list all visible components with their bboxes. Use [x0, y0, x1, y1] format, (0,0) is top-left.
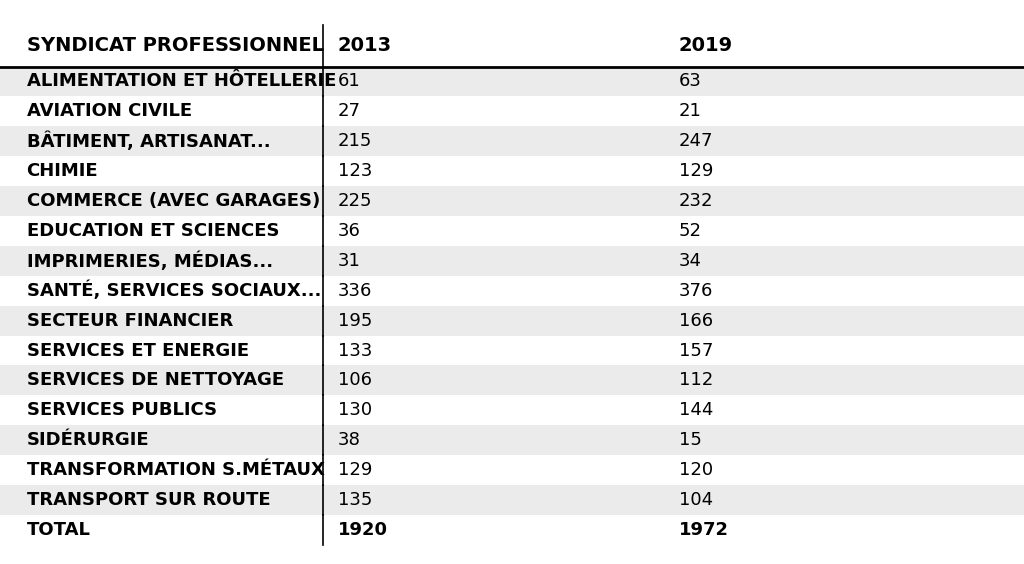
Text: 106: 106	[338, 372, 372, 389]
Text: 123: 123	[338, 162, 373, 180]
Text: BÂTIMENT, ARTISANAT...: BÂTIMENT, ARTISANAT...	[27, 131, 270, 151]
Bar	[0, 96, 1024, 126]
Bar	[0, 156, 1024, 186]
Text: SERVICES DE NETTOYAGE: SERVICES DE NETTOYAGE	[27, 372, 284, 389]
Bar	[0, 425, 1024, 455]
Text: TOTAL: TOTAL	[27, 521, 90, 539]
Text: 166: 166	[679, 312, 713, 329]
Text: 52: 52	[679, 222, 701, 240]
Text: COMMERCE (AVEC GARAGES): COMMERCE (AVEC GARAGES)	[27, 192, 319, 210]
Text: 104: 104	[679, 491, 713, 509]
Text: 112: 112	[679, 372, 713, 389]
Text: 61: 61	[338, 73, 360, 90]
Bar	[0, 365, 1024, 395]
Text: 34: 34	[679, 252, 701, 270]
Text: 27: 27	[338, 103, 360, 120]
Bar	[0, 67, 1024, 96]
Text: SIDÉRURGIE: SIDÉRURGIE	[27, 431, 150, 449]
Bar	[0, 216, 1024, 246]
Text: 232: 232	[679, 192, 714, 210]
Text: 129: 129	[338, 461, 373, 479]
Text: SANTÉ, SERVICES SOCIAUX...: SANTÉ, SERVICES SOCIAUX...	[27, 281, 321, 301]
Text: 2013: 2013	[338, 37, 392, 55]
Bar	[0, 515, 1024, 545]
Bar	[0, 336, 1024, 365]
Text: 1972: 1972	[679, 521, 729, 539]
Text: 195: 195	[338, 312, 373, 329]
Bar	[0, 246, 1024, 276]
Text: CHIMIE: CHIMIE	[27, 162, 98, 180]
Text: 215: 215	[338, 133, 373, 150]
Text: AVIATION CIVILE: AVIATION CIVILE	[27, 103, 191, 120]
Text: ALIMENTATION ET HÔTELLERIE: ALIMENTATION ET HÔTELLERIE	[27, 73, 336, 90]
Text: 247: 247	[679, 133, 714, 150]
Text: 1920: 1920	[338, 521, 388, 539]
Text: 2019: 2019	[679, 37, 733, 55]
Text: SERVICES ET ENERGIE: SERVICES ET ENERGIE	[27, 342, 249, 359]
Text: 31: 31	[338, 252, 360, 270]
Text: 336: 336	[338, 282, 373, 299]
Text: 133: 133	[338, 342, 373, 359]
Text: SECTEUR FINANCIER: SECTEUR FINANCIER	[27, 312, 232, 329]
Bar	[0, 485, 1024, 515]
Text: 38: 38	[338, 431, 360, 449]
Text: SERVICES PUBLICS: SERVICES PUBLICS	[27, 402, 217, 419]
Text: 376: 376	[679, 282, 714, 299]
Bar	[0, 186, 1024, 216]
Text: EDUCATION ET SCIENCES: EDUCATION ET SCIENCES	[27, 222, 280, 240]
Text: 21: 21	[679, 103, 701, 120]
Text: 130: 130	[338, 402, 372, 419]
Text: TRANSFORMATION S.MÉTAUX: TRANSFORMATION S.MÉTAUX	[27, 461, 325, 479]
Bar	[0, 455, 1024, 485]
Bar	[0, 126, 1024, 156]
Bar	[0, 25, 1024, 67]
Text: 157: 157	[679, 342, 714, 359]
Text: 63: 63	[679, 73, 701, 90]
Text: 36: 36	[338, 222, 360, 240]
Text: TRANSPORT SUR ROUTE: TRANSPORT SUR ROUTE	[27, 491, 270, 509]
Text: 120: 120	[679, 461, 713, 479]
Text: 225: 225	[338, 192, 373, 210]
Text: SYNDICAT PROFESSIONNEL: SYNDICAT PROFESSIONNEL	[27, 37, 324, 55]
Text: 144: 144	[679, 402, 714, 419]
Bar	[0, 306, 1024, 336]
Text: IMPRIMERIES, MÉDIAS...: IMPRIMERIES, MÉDIAS...	[27, 251, 272, 271]
Bar	[0, 276, 1024, 306]
Text: 15: 15	[679, 431, 701, 449]
Text: 135: 135	[338, 491, 373, 509]
Bar	[0, 395, 1024, 425]
Text: 129: 129	[679, 162, 714, 180]
